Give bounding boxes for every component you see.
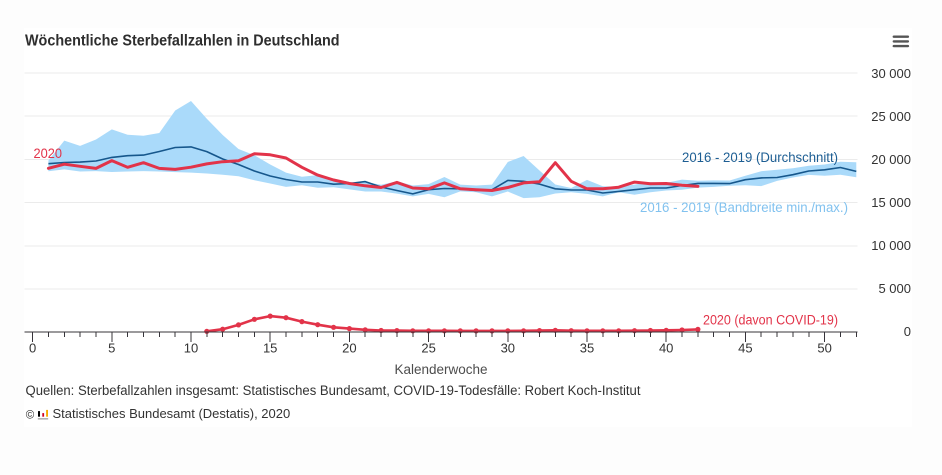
svg-text:50: 50 xyxy=(817,341,831,356)
svg-text:2016 - 2019 (Durchschnitt): 2016 - 2019 (Durchschnitt) xyxy=(682,150,838,165)
svg-text:20: 20 xyxy=(342,341,356,356)
svg-text:30: 30 xyxy=(501,341,515,356)
svg-text:45: 45 xyxy=(738,341,752,356)
svg-text:2020 (davon COVID-19): 2020 (davon COVID-19) xyxy=(703,313,838,328)
svg-text:10 000: 10 000 xyxy=(871,238,911,253)
svg-text:Statistisches Bundesamt (Desta: Statistisches Bundesamt (Destatis), 2020 xyxy=(53,406,291,421)
svg-text:Kalenderwoche: Kalenderwoche xyxy=(394,362,487,377)
svg-text:0: 0 xyxy=(904,324,911,339)
svg-text:0: 0 xyxy=(29,341,36,356)
svg-text:2016 - 2019 (Bandbreite min./m: 2016 - 2019 (Bandbreite min./max.) xyxy=(640,200,848,215)
svg-text:25: 25 xyxy=(421,341,435,356)
svg-text:©: © xyxy=(26,409,35,421)
svg-text:25 000: 25 000 xyxy=(871,109,911,124)
svg-text:15 000: 15 000 xyxy=(871,195,911,210)
svg-text:10: 10 xyxy=(184,341,198,356)
svg-text:5 000: 5 000 xyxy=(878,281,911,296)
svg-text:30 000: 30 000 xyxy=(871,66,911,81)
svg-text:40: 40 xyxy=(659,341,673,356)
svg-text:20 000: 20 000 xyxy=(871,152,911,167)
svg-text:Quellen: Sterbefallzahlen insg: Quellen: Sterbefallzahlen insgesamt: Sta… xyxy=(26,383,641,398)
svg-text:15: 15 xyxy=(263,341,277,356)
svg-text:5: 5 xyxy=(108,341,115,356)
svg-text:Wöchentliche Sterbefallzahlen: Wöchentliche Sterbefallzahlen in Deutsch… xyxy=(25,33,340,50)
svg-text:35: 35 xyxy=(580,341,594,356)
svg-text:2020: 2020 xyxy=(34,145,63,161)
